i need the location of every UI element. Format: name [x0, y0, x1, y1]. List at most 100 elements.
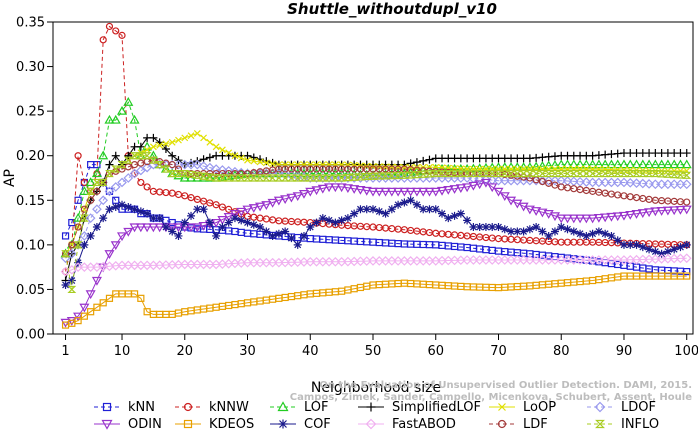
- data-point: [399, 171, 409, 179]
- data-point: [192, 259, 203, 270]
- data-point: [104, 186, 115, 197]
- data-point: [637, 178, 648, 189]
- data-point: [349, 185, 360, 194]
- data-point: [436, 186, 448, 196]
- data-point: [61, 232, 70, 240]
- data-point: [149, 143, 157, 151]
- x-tick-label: 30: [239, 344, 256, 359]
- data-point: [418, 187, 429, 197]
- data-point: [356, 205, 365, 214]
- y-tick-label: 0.20: [16, 149, 45, 164]
- data-point: [468, 169, 478, 178]
- legend-item-LOF: LOF: [270, 400, 329, 415]
- data-point: [136, 207, 145, 216]
- data-point: [405, 256, 416, 266]
- data-point: [568, 159, 579, 169]
- data-point: [336, 183, 347, 193]
- data-point: [644, 179, 654, 189]
- y-tick-label: 0.15: [16, 194, 45, 209]
- data-point: [324, 173, 334, 183]
- data-point: [669, 206, 680, 216]
- data-point: [249, 174, 259, 182]
- data-point: [499, 192, 510, 202]
- data-point: [393, 187, 404, 197]
- data-point: [192, 171, 202, 179]
- data-point: [343, 214, 352, 223]
- legend-marker: [498, 403, 506, 411]
- data-point: [117, 177, 127, 188]
- data-point: [626, 240, 635, 249]
- data-point: [425, 205, 434, 214]
- data-point: [675, 179, 686, 190]
- data-point: [405, 187, 416, 197]
- data-point: [418, 256, 429, 266]
- data-point: [587, 177, 598, 188]
- legend-label: kNNW: [209, 400, 249, 415]
- data-point: [248, 257, 259, 268]
- data-point: [343, 174, 353, 182]
- series-line: [65, 155, 687, 290]
- data-point: [218, 203, 227, 211]
- data-point: [480, 178, 491, 188]
- data-point: [669, 179, 680, 190]
- data-point: [581, 255, 592, 265]
- data-point: [419, 156, 428, 165]
- data-point: [174, 165, 183, 173]
- data-point: [200, 134, 208, 142]
- data-point: [80, 205, 88, 213]
- data-point: [381, 172, 390, 180]
- data-point: [98, 150, 109, 160]
- data-point: [406, 196, 415, 205]
- data-point: [162, 216, 170, 224]
- data-point: [663, 179, 673, 190]
- data-point: [293, 174, 303, 182]
- data-point: [399, 173, 410, 183]
- data-point: [105, 22, 114, 31]
- data-point: [612, 212, 623, 222]
- data-point: [681, 159, 692, 169]
- data-point: [380, 256, 391, 266]
- x-tick-label: 1: [61, 344, 69, 359]
- data-point: [593, 213, 604, 223]
- data-point: [267, 257, 278, 268]
- data-point: [105, 294, 114, 302]
- data-point: [374, 173, 385, 183]
- data-point: [105, 187, 114, 195]
- data-point: [186, 259, 196, 270]
- data-point: [556, 255, 567, 265]
- data-point: [311, 256, 322, 267]
- data-point: [386, 187, 397, 197]
- data-point: [110, 114, 121, 124]
- data-point: [587, 255, 598, 265]
- data-point: [73, 241, 83, 249]
- data-point: [130, 290, 139, 298]
- data-point: [631, 178, 642, 189]
- y-tick-label: 0.00: [16, 328, 45, 343]
- data-point: [375, 207, 384, 216]
- legend-item-INFLO: INFLO: [587, 417, 659, 432]
- data-point: [256, 158, 264, 166]
- data-point: [331, 218, 340, 227]
- data-point: [61, 250, 70, 258]
- data-point: [619, 169, 629, 178]
- data-point: [324, 183, 335, 193]
- data-point: [142, 223, 153, 233]
- data-point: [225, 149, 233, 157]
- data-point: [506, 175, 516, 186]
- data-point: [568, 255, 579, 265]
- data-point: [68, 241, 76, 249]
- data-point: [631, 210, 642, 219]
- data-point: [618, 159, 630, 169]
- legend-label: FastABOD: [392, 417, 456, 432]
- data-point: [637, 159, 648, 169]
- data-point: [537, 169, 547, 178]
- y-tick-label: 0.05: [16, 283, 45, 298]
- data-point: [287, 234, 296, 243]
- data-point: [148, 223, 159, 233]
- data-point: [229, 210, 240, 219]
- data-point: [606, 159, 617, 169]
- data-point: [230, 214, 239, 223]
- data-point: [575, 176, 585, 187]
- data-point: [93, 161, 101, 169]
- legend-label: KDEOS: [209, 417, 254, 432]
